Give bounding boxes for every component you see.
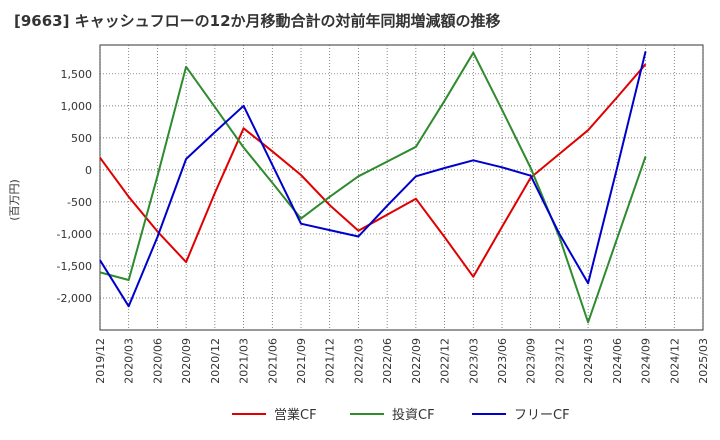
y-tick-label: 0 [85,164,92,177]
series-line-投資CF [99,51,647,324]
x-tick-label: 2024/12 [668,338,681,384]
y-tick-label: 1,500 [61,68,93,81]
x-tick-label: 2019/12 [94,338,107,384]
y-tick-label: 500 [71,132,92,145]
x-tick-label: 2024/03 [582,338,595,384]
legend: 営業CF 投資CF フリーCF [232,407,570,423]
series-line-フリーCF [99,51,647,308]
x-tick-label: 2023/12 [553,338,566,384]
plot-frame [99,44,704,331]
y-axis-label: (百万円) [8,179,21,221]
y-tick-label: -2,000 [57,292,92,305]
x-tick-label: 2022/09 [410,338,423,384]
x-tick-label: 2022/03 [352,338,365,384]
y-tick-label: 1,000 [61,100,93,113]
legend-entry: 投資CF [392,407,435,423]
x-tick-label: 2024/06 [611,338,624,384]
x-tick-label: 2022/06 [381,338,394,384]
x-tick-label: 2025/03 [697,338,710,384]
x-tick-label: 2021/06 [266,338,279,384]
x-tick-label: 2020/12 [209,338,222,384]
x-tick-label: 2022/12 [439,338,452,384]
chart-title: [9663] キャッシュフローの12か月移動合計の対前年同期増減額の推移 [14,12,501,30]
y-axis: 1,500 1,000 500 0 -500 -1,000 -1,500 -2,000 [57,68,92,305]
legend-entry: フリーCF [514,408,570,423]
series-lines [99,51,647,324]
series-line-営業CF [99,63,647,278]
grid [99,44,704,331]
x-axis: 2019/12 2020/03 2020/06 2020/09 2020/12 2021/… [94,338,710,384]
y-tick-label: -500 [67,196,92,209]
legend-entry: 営業CF [274,407,317,423]
x-tick-label: 2024/09 [640,338,653,384]
x-tick-label: 2020/06 [151,338,164,384]
x-tick-label: 2021/03 [238,338,251,384]
x-tick-label: 2020/03 [123,338,136,384]
x-tick-label: 2021/12 [324,338,337,384]
x-tick-label: 2020/09 [180,338,193,384]
x-tick-label: 2021/09 [295,338,308,384]
y-tick-label: -1,000 [57,228,92,241]
x-tick-label: 2023/06 [496,338,509,384]
x-tick-label: 2023/09 [525,338,538,384]
y-tick-label: -1,500 [57,260,92,273]
x-tick-label: 2023/03 [467,338,480,384]
